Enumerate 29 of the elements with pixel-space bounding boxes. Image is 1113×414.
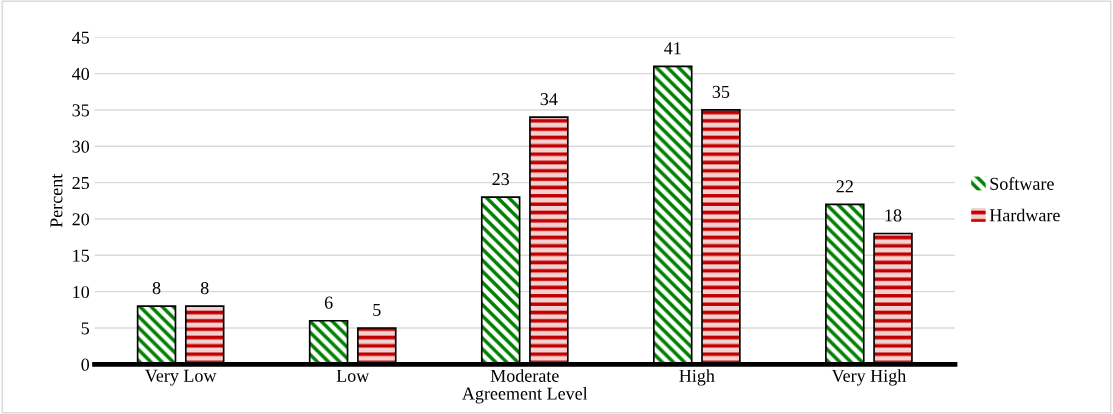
data-label: 8 — [200, 281, 209, 295]
y-tick-label: 10 — [73, 285, 90, 299]
y-tick-label: 15 — [73, 249, 90, 262]
data-label: 8 — [152, 281, 161, 295]
y-tick-label: 40 — [72, 67, 90, 81]
y-tick-label: 30 — [72, 140, 90, 153]
data-label: 35 — [712, 85, 730, 98]
y-tick-label: 20 — [72, 213, 90, 226]
data-label: 34 — [540, 93, 558, 106]
x-tick-label: Very Low — [145, 369, 217, 386]
x-axis-title: Agreement Level — [462, 386, 588, 404]
data-label: 18 — [885, 209, 902, 222]
x-tick-label: Moderate — [490, 369, 559, 382]
data-label: 41 — [664, 42, 681, 55]
y-axis-title: Percent — [50, 173, 63, 228]
data-label: 5 — [373, 303, 381, 316]
legend-label: Software — [990, 177, 1054, 190]
data-label: 22 — [836, 180, 853, 193]
y-tick-label: 0 — [81, 358, 90, 371]
y-tick-label: 35 — [72, 104, 90, 117]
data-label: 23 — [492, 173, 510, 186]
x-tick-label: Very High — [831, 369, 907, 386]
x-tick-label: Low — [336, 369, 370, 382]
y-tick-label: 5 — [81, 322, 90, 335]
y-tick-label: 45 — [72, 31, 90, 44]
legend-label: Hardware — [989, 208, 1060, 222]
y-tick-label: 25 — [72, 176, 90, 190]
x-tick-label: High — [679, 369, 715, 386]
data-label: 6 — [324, 296, 333, 309]
